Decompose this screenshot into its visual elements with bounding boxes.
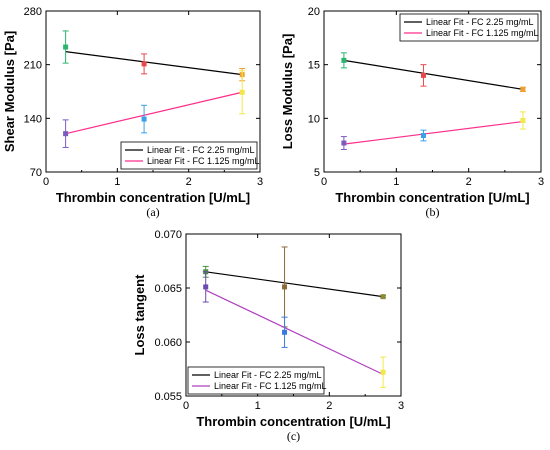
chart-panel-1: 0 1 2 3 70 140 210 280 Thrombin concentration [U… (2, 6, 263, 219)
legend-entry: Linear Fit - FC 2.25 mg/mL (214, 370, 322, 380)
x-tick-label: 1 (393, 176, 399, 188)
x-tick-label: 3 (538, 176, 544, 188)
panel-caption: (b) (426, 205, 440, 219)
legend-box (120, 141, 258, 170)
data-point-series-2-3 (380, 369, 386, 375)
x-axis-title: Thrombin concentration [U/mL] (335, 190, 529, 205)
y-tick-label: 15 (308, 60, 320, 72)
legend-entry: Linear Fit - FC 1.125 mg/mL (147, 156, 260, 166)
data-point-series-1-2 (420, 72, 426, 78)
y-tick-label: 0.060 (154, 337, 182, 349)
data-point-series-1-3 (520, 86, 526, 92)
data-point-series-2-3 (239, 89, 245, 95)
x-tick-label: 0 (183, 400, 189, 412)
fit-line-series-2 (205, 289, 384, 375)
data-point-series-2-3 (520, 117, 526, 123)
y-tick-label: 70 (30, 167, 42, 179)
chart-panel-2: 0 1 2 3 5 10 15 20 Thrombin concentration [U/mL]… (280, 6, 544, 219)
data-point-series-1-1 (63, 44, 69, 50)
legend-entry: Linear Fit - FC 2.25 mg/mL (147, 145, 255, 155)
x-tick-label: 1 (114, 176, 120, 188)
fit-line-series-1 (343, 59, 524, 90)
x-axis-title: Thrombin concentration [U/mL] (56, 190, 250, 205)
legend-entry: Linear Fit - FC 1.125 mg/mL (214, 381, 327, 391)
data-point-series-1-2 (282, 284, 288, 290)
data-point-series-2-1 (63, 131, 69, 137)
x-tick-label: 3 (257, 176, 263, 188)
data-point-series-1-1 (341, 57, 347, 63)
fit-line-series-2 (65, 91, 243, 135)
data-point-series-2-1 (203, 284, 209, 290)
x-tick-label: 2 (466, 176, 472, 188)
data-point-series-1-2 (141, 61, 147, 67)
x-tick-label: 0 (43, 176, 49, 188)
legend-entry: Linear Fit - FC 2.25 mg/mL (426, 17, 534, 27)
x-tick-label: 0 (321, 176, 327, 188)
y-tick-label: 20 (308, 6, 320, 18)
legend-entry: Linear Fit - FC 1.125 mg/mL (426, 28, 539, 38)
y-tick-label: 140 (24, 113, 42, 125)
x-tick-label: 3 (398, 400, 404, 412)
y-tick-label: 0.055 (154, 391, 182, 403)
legend-box (187, 366, 325, 395)
data-point-series-1-3 (380, 294, 386, 300)
y-axis-title: Loss tangent (132, 274, 147, 356)
data-point-series-2-2 (282, 329, 288, 335)
panel-caption: (a) (146, 205, 159, 219)
y-tick-label: 280 (24, 6, 42, 18)
legend-box (399, 13, 539, 42)
data-point-series-2-1 (341, 140, 347, 146)
fit-line-series-2 (343, 120, 523, 145)
fit-line-series-1 (205, 271, 384, 298)
y-tick-label: 5 (314, 167, 320, 179)
y-tick-label: 0.070 (154, 229, 182, 241)
x-tick-label: 1 (255, 400, 261, 412)
x-tick-label: 2 (326, 400, 332, 412)
y-tick-label: 0.065 (154, 283, 182, 295)
data-point-series-2-2 (141, 116, 147, 122)
chart-panel-3: 0 1 2 3 0.055 0.060 0.065 0.070 Thrombin concent… (132, 229, 404, 443)
y-axis-title: Shear Modulus [Pa] (2, 31, 17, 152)
y-tick-label: 210 (24, 60, 42, 72)
y-tick-label: 10 (308, 113, 320, 125)
fit-line-series-1 (65, 51, 243, 76)
data-point-series-2-2 (420, 133, 426, 139)
x-axis-title: Thrombin concentration [U/mL] (196, 414, 390, 429)
y-axis-title: Loss Modulus [Pa] (280, 34, 295, 150)
x-tick-label: 2 (186, 176, 192, 188)
panel-caption: (c) (287, 429, 300, 443)
